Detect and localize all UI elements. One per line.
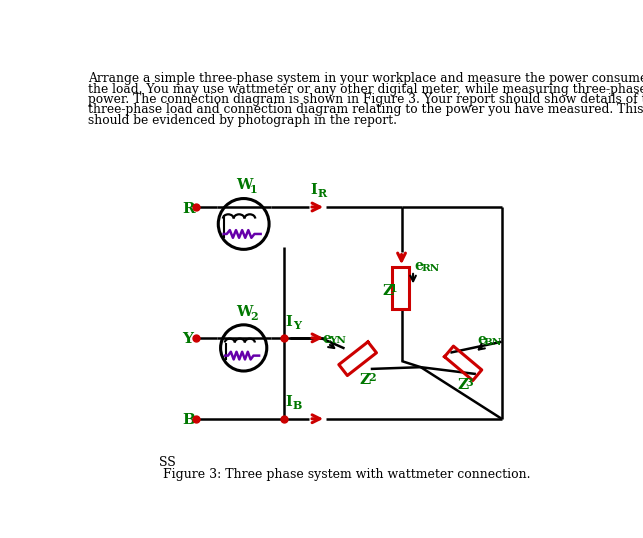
Text: Figure 3: Three phase system with wattmeter connection.: Figure 3: Three phase system with wattme…	[163, 468, 530, 481]
Text: YN: YN	[329, 336, 346, 345]
Text: Y: Y	[293, 320, 301, 331]
Text: W: W	[236, 178, 252, 192]
Text: 1: 1	[250, 183, 257, 195]
Text: 2: 2	[368, 372, 376, 384]
Text: e: e	[477, 333, 486, 347]
Text: R: R	[182, 202, 195, 216]
Text: RN: RN	[422, 264, 440, 273]
Text: Z: Z	[383, 284, 394, 298]
Text: Z: Z	[457, 378, 468, 392]
Text: R: R	[318, 188, 327, 199]
Text: Y: Y	[182, 332, 193, 346]
Text: BN: BN	[484, 338, 502, 347]
Text: I: I	[285, 395, 292, 409]
Text: W: W	[236, 305, 252, 318]
Text: 3: 3	[466, 377, 473, 388]
Text: 1: 1	[390, 283, 397, 294]
Text: 2: 2	[250, 311, 257, 322]
Text: should be evidenced by photograph in the report.: should be evidenced by photograph in the…	[88, 114, 397, 127]
Text: the load. You may use wattmeter or any other digital meter, while measuring thre: the load. You may use wattmeter or any o…	[88, 83, 643, 96]
Text: B: B	[182, 413, 195, 427]
Text: power. The connection diagram is shown in Figure 3. Your report should show deta: power. The connection diagram is shown i…	[88, 93, 643, 106]
Text: e: e	[322, 332, 331, 346]
Text: Arrange a simple three-phase system in your workplace and measure the power cons: Arrange a simple three-phase system in y…	[88, 72, 643, 85]
Text: Z: Z	[359, 373, 370, 387]
Text: I: I	[310, 183, 316, 197]
Text: B: B	[293, 400, 302, 411]
Text: SS: SS	[159, 456, 176, 469]
Text: three-phase load and connection diagram relating to the power you have measured.: three-phase load and connection diagram …	[88, 103, 643, 116]
Text: e: e	[415, 259, 424, 273]
Text: I: I	[285, 315, 292, 329]
